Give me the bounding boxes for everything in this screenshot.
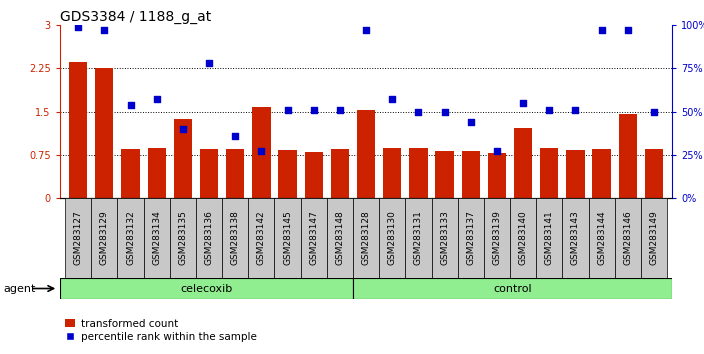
Bar (331, 149, 349, 198)
Bar (484, 198, 510, 278)
Point (465, 119, 477, 125)
Point (99, 27, 110, 33)
Bar (92, 198, 118, 278)
Bar (510, 198, 536, 278)
Text: GSM283128: GSM283128 (362, 210, 370, 265)
Point (413, 109, 424, 114)
Point (308, 107, 320, 113)
Bar (118, 198, 144, 278)
Point (125, 102, 136, 107)
Point (151, 97, 163, 102)
Bar (222, 198, 249, 278)
Bar (148, 148, 166, 198)
Bar (514, 128, 532, 198)
Bar (409, 148, 427, 198)
Text: GSM283142: GSM283142 (257, 210, 266, 265)
Point (543, 107, 555, 113)
Point (203, 60, 215, 66)
Text: GSM283130: GSM283130 (388, 210, 397, 265)
Bar (379, 198, 406, 278)
Bar (619, 114, 637, 198)
Text: GSM283131: GSM283131 (414, 210, 423, 265)
Bar (645, 149, 663, 198)
Bar (69, 62, 87, 198)
Point (517, 100, 529, 105)
Text: GSM283132: GSM283132 (126, 210, 135, 265)
Bar (305, 152, 323, 198)
Bar (301, 198, 327, 278)
Bar (196, 198, 222, 278)
Bar (357, 110, 375, 198)
Point (386, 97, 398, 102)
Text: agent: agent (4, 284, 36, 293)
Text: GSM283144: GSM283144 (597, 210, 606, 265)
Bar (436, 151, 454, 198)
Bar (174, 119, 192, 198)
Bar (615, 198, 641, 278)
Text: GSM283143: GSM283143 (571, 210, 580, 265)
Bar (458, 198, 484, 278)
Bar (170, 198, 196, 278)
Text: GSM283145: GSM283145 (283, 210, 292, 265)
Text: GSM283135: GSM283135 (178, 210, 187, 265)
Point (256, 149, 267, 154)
Bar (200, 149, 218, 198)
Point (334, 107, 346, 113)
Text: GSM283140: GSM283140 (519, 210, 527, 265)
Text: GSM283137: GSM283137 (466, 210, 475, 265)
Bar (540, 148, 558, 198)
Bar (95, 68, 113, 198)
Bar (462, 151, 480, 198)
Bar (353, 278, 672, 299)
Point (177, 126, 189, 132)
Bar (536, 198, 562, 278)
Bar (121, 149, 139, 198)
Point (648, 109, 660, 114)
Bar (488, 153, 506, 198)
Text: GSM283133: GSM283133 (440, 210, 449, 265)
Point (570, 107, 581, 113)
Bar (226, 149, 244, 198)
Point (73, 24, 84, 29)
Bar (566, 150, 584, 198)
Bar (641, 198, 667, 278)
Text: GSM283141: GSM283141 (545, 210, 554, 265)
Text: GDS3384 / 1188_g_at: GDS3384 / 1188_g_at (60, 10, 211, 24)
Point (439, 109, 451, 114)
Bar (278, 150, 296, 198)
Bar (353, 198, 379, 278)
Bar (593, 149, 611, 198)
Text: control: control (494, 284, 532, 293)
Legend: transformed count, percentile rank within the sample: transformed count, percentile rank withi… (65, 319, 256, 342)
Bar (589, 198, 615, 278)
Text: GSM283138: GSM283138 (231, 210, 239, 265)
Text: GSM283146: GSM283146 (623, 210, 632, 265)
Text: GSM283139: GSM283139 (493, 210, 501, 265)
Bar (275, 198, 301, 278)
Text: GSM283129: GSM283129 (100, 210, 109, 265)
Text: celecoxib: celecoxib (180, 284, 232, 293)
Bar (144, 198, 170, 278)
Point (491, 149, 503, 154)
Point (596, 27, 608, 33)
Bar (406, 198, 432, 278)
Point (360, 27, 372, 33)
Text: GSM283147: GSM283147 (309, 210, 318, 265)
Bar (383, 148, 401, 198)
Point (282, 107, 293, 113)
Bar (65, 198, 92, 278)
Text: GSM283127: GSM283127 (74, 210, 82, 265)
Text: GSM283148: GSM283148 (335, 210, 344, 265)
Bar (327, 198, 353, 278)
Text: GSM283136: GSM283136 (205, 210, 213, 265)
Bar (249, 198, 275, 278)
Text: GSM283134: GSM283134 (152, 210, 161, 265)
Point (622, 27, 634, 33)
Bar (562, 198, 589, 278)
Point (230, 133, 241, 139)
Bar (252, 107, 270, 198)
Bar (60, 278, 353, 299)
Text: GSM283149: GSM283149 (650, 210, 658, 265)
Bar (432, 198, 458, 278)
